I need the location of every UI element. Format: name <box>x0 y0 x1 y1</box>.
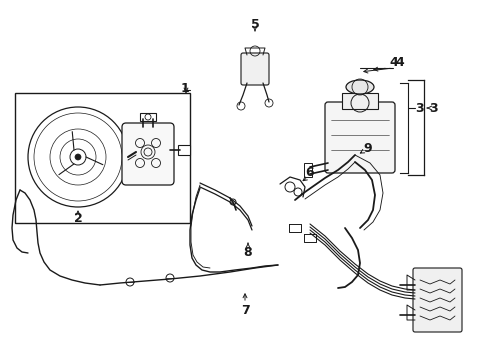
Text: 7: 7 <box>240 303 249 316</box>
Bar <box>178 145 190 155</box>
Text: 9: 9 <box>363 141 371 154</box>
Text: 3: 3 <box>415 102 424 114</box>
FancyBboxPatch shape <box>412 268 461 332</box>
Text: 3: 3 <box>429 102 437 114</box>
FancyBboxPatch shape <box>325 102 394 173</box>
Ellipse shape <box>346 80 373 94</box>
Text: 2: 2 <box>74 212 82 225</box>
Text: 6: 6 <box>305 166 314 179</box>
Text: 5: 5 <box>250 18 259 31</box>
FancyBboxPatch shape <box>122 123 174 185</box>
Text: 4: 4 <box>395 55 404 68</box>
Text: 4: 4 <box>389 55 398 68</box>
Circle shape <box>75 154 81 160</box>
Bar <box>15 93 190 223</box>
FancyBboxPatch shape <box>241 53 268 85</box>
Bar <box>140 113 156 121</box>
Text: 1: 1 <box>180 81 189 95</box>
Text: 8: 8 <box>243 246 252 258</box>
Bar <box>341 93 377 109</box>
Bar <box>304 163 311 177</box>
